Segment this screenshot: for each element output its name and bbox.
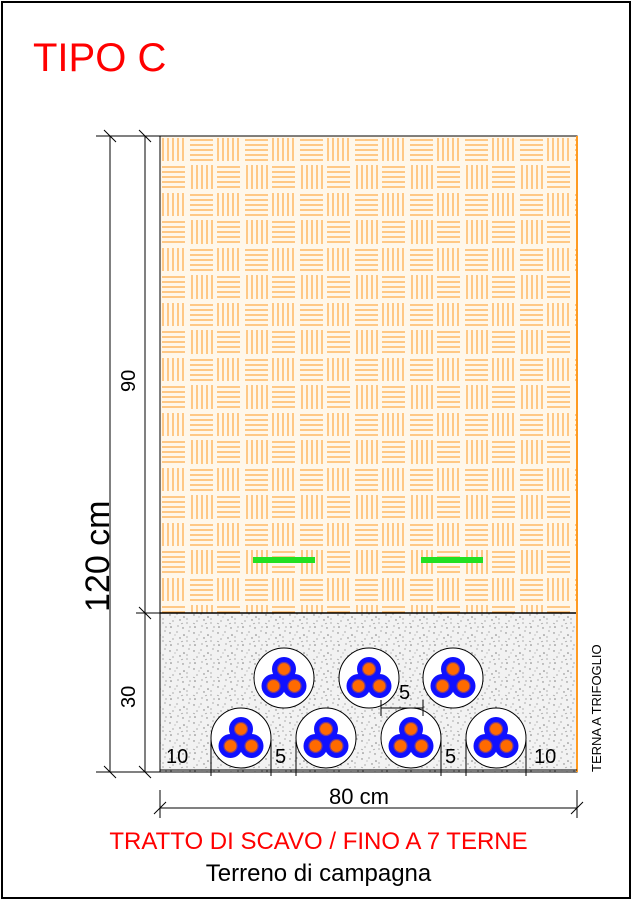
trefoil-cable-icon: [380, 707, 442, 769]
drawing-title: TIPO C: [33, 36, 167, 80]
upper-fill-area: [159, 135, 578, 614]
left-margin-label: 10: [166, 746, 189, 768]
ground-caption: Terreno di campagna: [205, 860, 432, 887]
trefoil-cable-icon: [210, 707, 272, 769]
vertical-dimensions: [96, 129, 160, 779]
warning-tape-right: [421, 557, 483, 563]
right-margin-label: 10: [534, 746, 557, 768]
warning-tape-left: [253, 557, 315, 563]
gap-left-label: 5: [275, 746, 287, 768]
width-dimension: [153, 790, 584, 818]
upper-depth-label: 90: [118, 369, 140, 392]
trefoil-cable-icon: [295, 707, 357, 769]
width-label: 80 cm: [329, 784, 389, 809]
spacing-dimensions: [160, 700, 577, 776]
trefoil-cable-icon: [253, 647, 315, 709]
trefoil-cable-icon: [422, 647, 484, 709]
lower-depth-label: 30: [118, 685, 140, 708]
total-depth-label: 120 cm: [79, 500, 117, 613]
gap-right-label: 5: [445, 746, 457, 768]
section-caption: TRATTO DI SCAVO / FINO A 7 TERNE: [109, 828, 528, 855]
trefoil-cable-icon: [465, 707, 527, 769]
trefoil-cable-icon: [338, 647, 400, 709]
terna-side-label: TERNA A TRIFOGLIO: [589, 644, 604, 772]
gap-top-label: 5: [399, 682, 411, 704]
